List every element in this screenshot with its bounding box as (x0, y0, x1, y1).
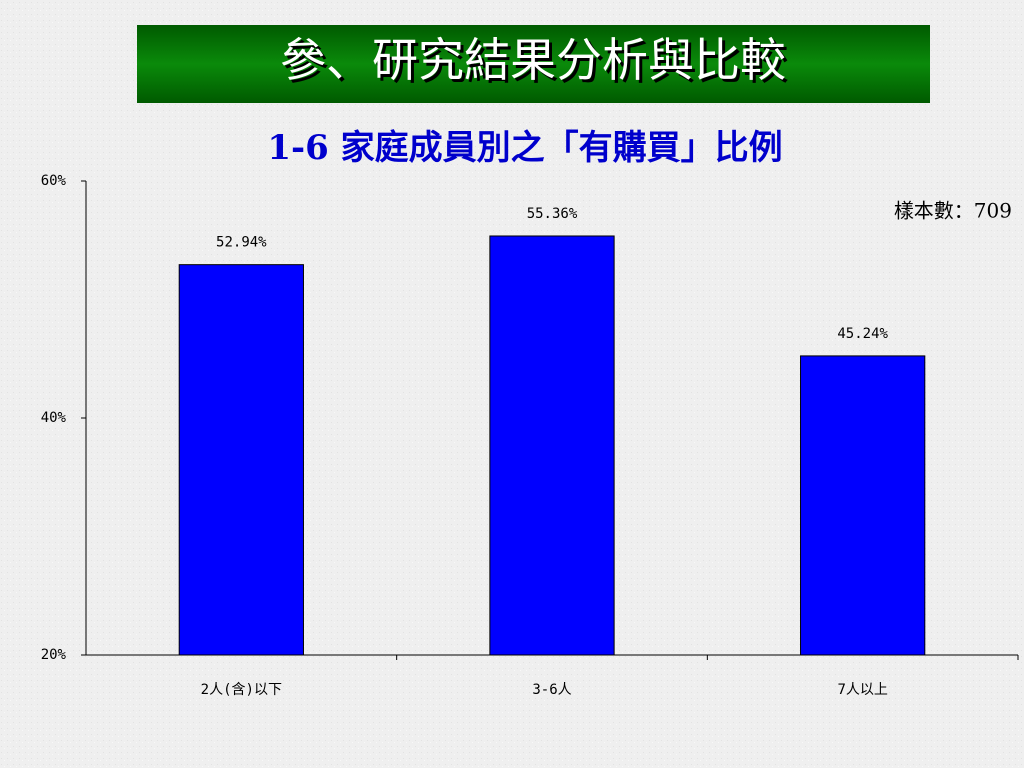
data-label: 45.24% (837, 326, 888, 342)
bar (800, 355, 926, 656)
y-tick-label: 40% (41, 410, 67, 426)
x-tick-label: 3-6人 (532, 682, 571, 698)
y-tick-label: 20% (41, 647, 67, 663)
chart-title: 1-6 家庭成員別之「有購買」比例 (267, 128, 782, 168)
x-tick-label: 7人以上 (837, 682, 887, 698)
heading-box (137, 25, 930, 103)
heading-shadow: 參、研究結果分析與比較 (283, 36, 789, 90)
y-tick-label: 60% (41, 173, 67, 189)
bar (178, 264, 304, 656)
data-label: 52.94% (216, 235, 267, 251)
bar (489, 235, 615, 656)
heading: 參、研究結果分析與比較 (280, 33, 786, 87)
annotation: 樣本數：709 (894, 199, 1012, 223)
data-label: 55.36% (527, 206, 578, 222)
x-tick-label: 2人(含)以下 (201, 682, 282, 698)
